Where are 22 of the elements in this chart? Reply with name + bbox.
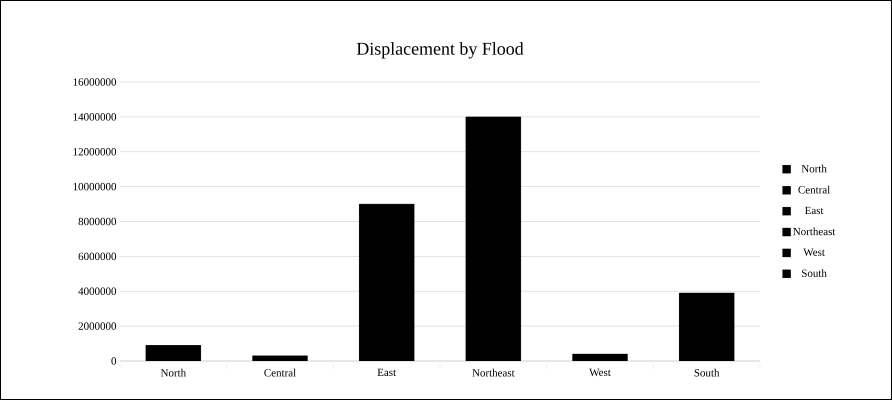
y-tick-label: 12000000	[74, 148, 116, 156]
y-tick-label: 4000000	[78, 288, 116, 295]
legend-label: Central	[798, 186, 830, 194]
x-tick-label: Northeast	[472, 368, 515, 376]
y-tick-label: 0	[111, 357, 116, 365]
legend-label: North	[802, 164, 827, 172]
x-tick-label: North	[160, 368, 186, 376]
y-tick-label: 14000000	[74, 113, 116, 121]
x-tick-label: Central	[264, 368, 296, 376]
x-tick-label: West	[589, 368, 611, 376]
y-tick-label: 2000000	[78, 322, 116, 330]
legend-label: West	[803, 248, 825, 256]
legend-label: Northeast	[793, 228, 836, 236]
x-tick-label: South	[694, 368, 720, 376]
chart-title: Displacement by Flood	[356, 42, 524, 59]
legend-label: East	[804, 206, 824, 214]
legend-label: South	[802, 269, 827, 277]
y-tick-label: 8000000	[78, 218, 116, 226]
y-tick-label: 16000000	[74, 78, 116, 86]
x-tick-label: East	[378, 368, 396, 376]
y-tick-label: 6000000	[78, 252, 116, 260]
y-tick-label: 10000000	[74, 182, 116, 190]
